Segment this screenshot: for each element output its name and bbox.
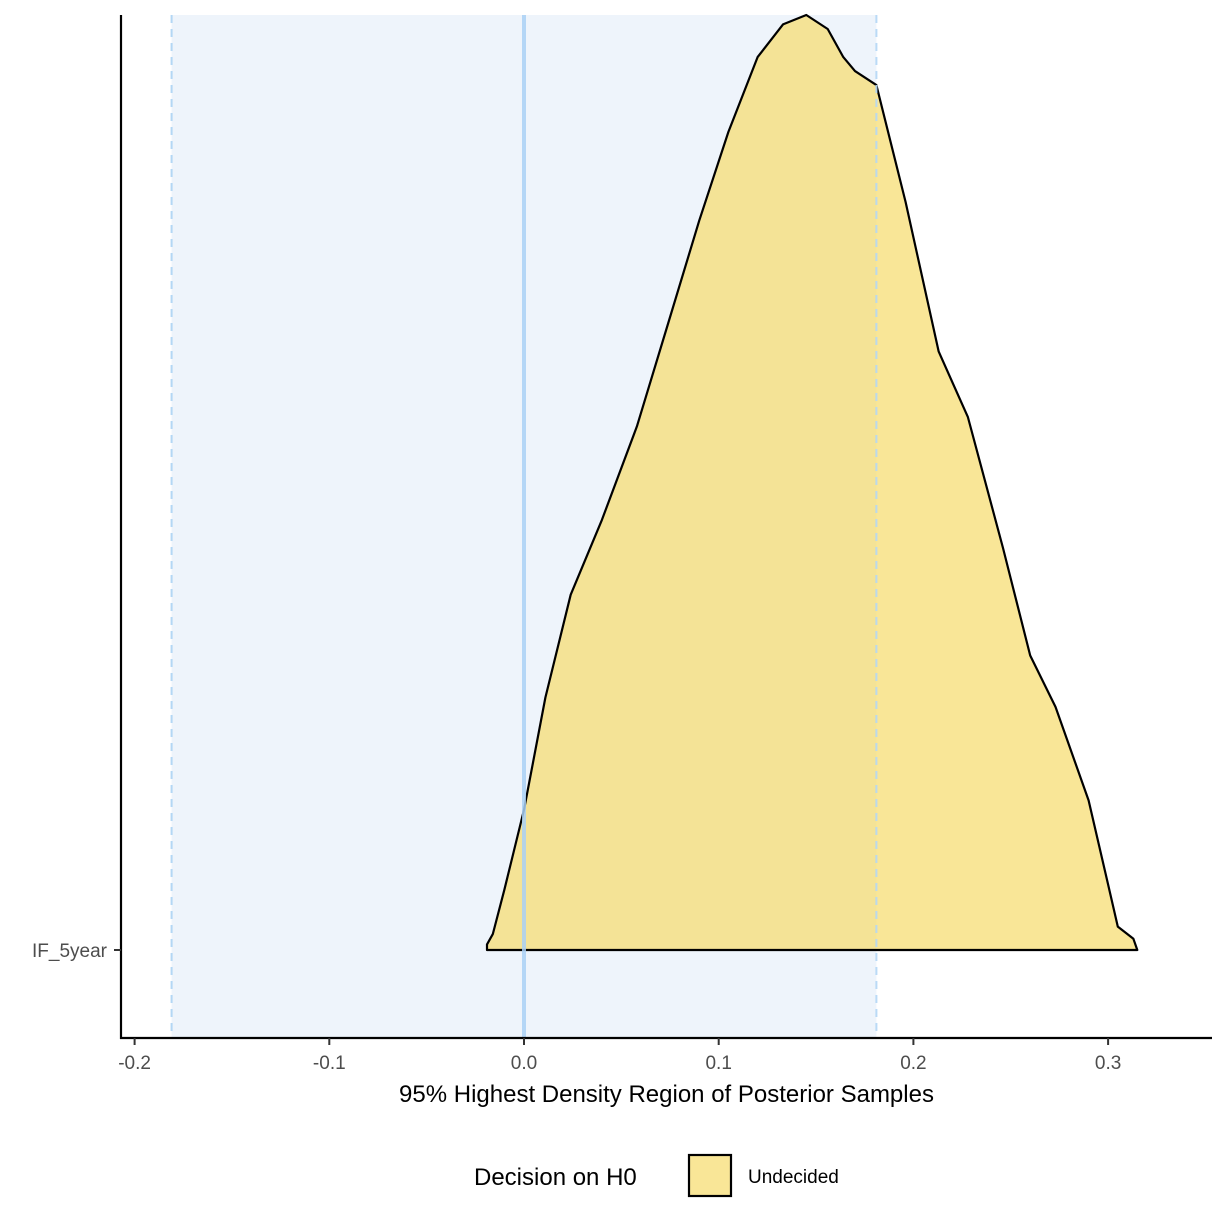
x-tick-label: 0.3 bbox=[1095, 1053, 1121, 1074]
x-axis-title: 95% Highest Density Region of Posterior … bbox=[399, 1081, 934, 1108]
density-ridge-if-5year bbox=[485, 13, 1139, 952]
x-tick-label: 0.0 bbox=[511, 1053, 537, 1074]
x-tick-label: 0.1 bbox=[705, 1053, 731, 1074]
legend-title: Decision on H0 bbox=[474, 1164, 637, 1191]
density-layer bbox=[485, 13, 1139, 952]
legend: Decision on H0 Undecided bbox=[474, 1153, 839, 1198]
legend-label-undecided: Undecided bbox=[748, 1167, 839, 1188]
y-tick-label: IF_5year bbox=[32, 941, 108, 962]
legend-key-undecided bbox=[687, 1153, 733, 1198]
reference-line-layer bbox=[170, 15, 878, 1038]
x-tick-label: 0.2 bbox=[900, 1053, 926, 1074]
x-tick-label: -0.1 bbox=[313, 1053, 346, 1074]
x-tick-label: -0.2 bbox=[118, 1053, 151, 1074]
axis-layer: -0.2 -0.1 0.0 0.1 0.2 0.3 IF_5year bbox=[32, 15, 1212, 1074]
